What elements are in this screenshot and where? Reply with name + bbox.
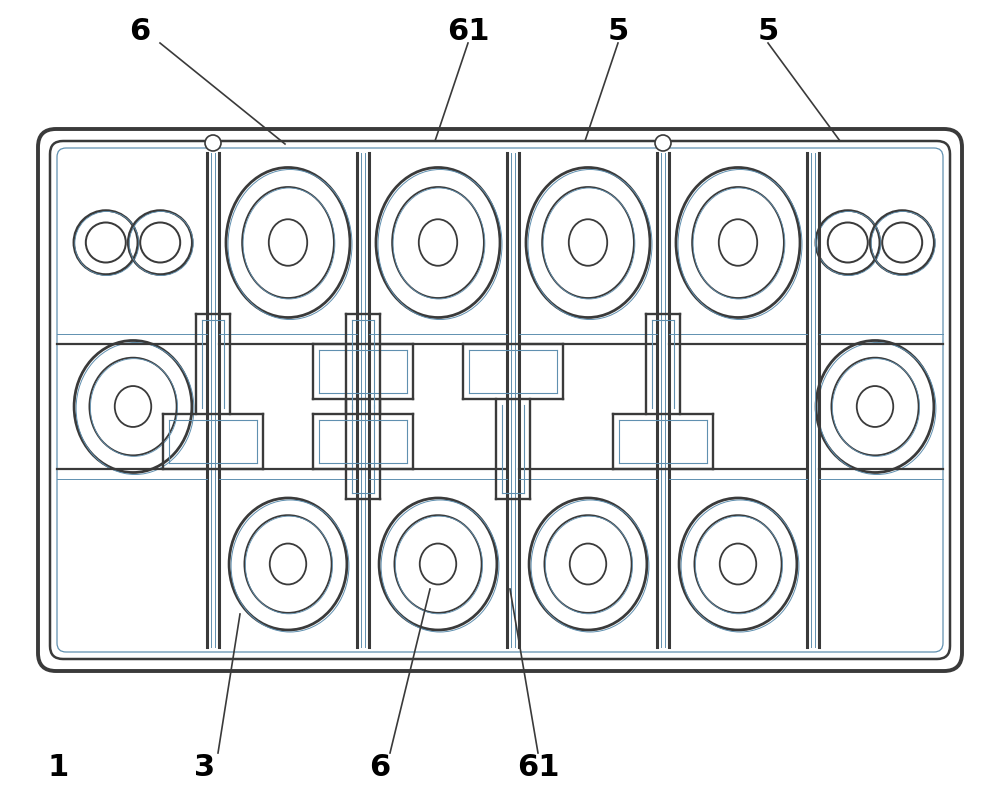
Text: 6: 6: [129, 17, 151, 46]
Circle shape: [205, 135, 221, 151]
Text: 5: 5: [607, 17, 629, 46]
Text: 1: 1: [47, 753, 69, 781]
Text: 6: 6: [369, 753, 391, 781]
Text: 3: 3: [194, 753, 216, 781]
Text: 61: 61: [517, 753, 559, 781]
Circle shape: [655, 135, 671, 151]
Text: 61: 61: [447, 17, 489, 46]
Text: 5: 5: [757, 17, 779, 46]
